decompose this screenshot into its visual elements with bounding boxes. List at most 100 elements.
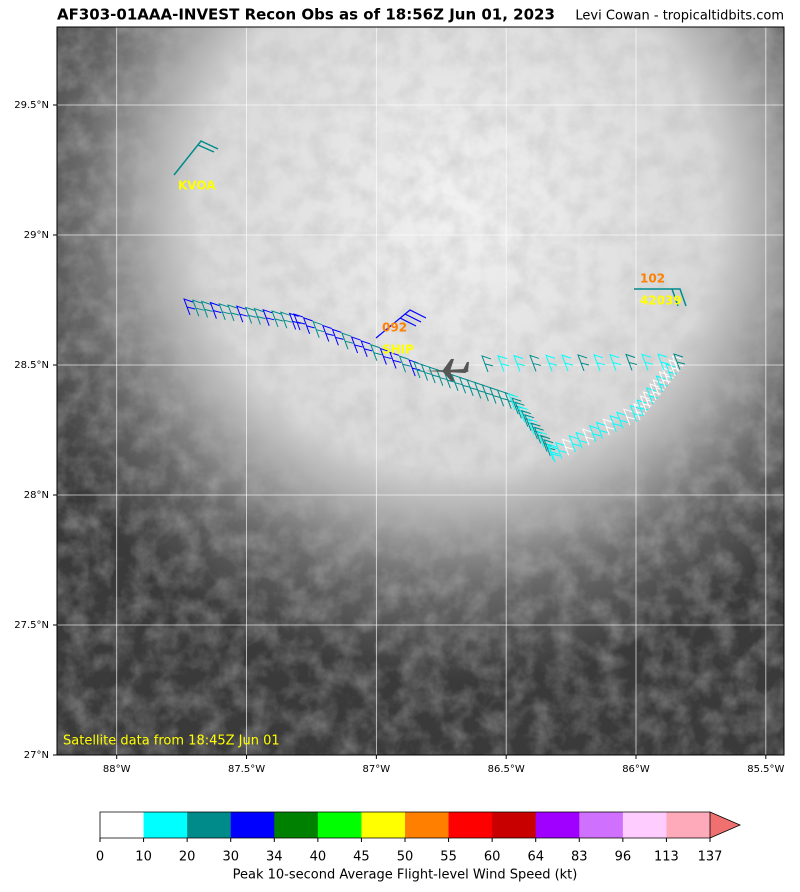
colorbar-segment [230, 812, 275, 838]
colorbar-tick-label: 137 [698, 850, 723, 865]
wind-barb [466, 379, 479, 397]
wind-barb [191, 299, 204, 317]
colorbar-tick-label: 30 [222, 850, 239, 865]
station-label: 42039 [640, 294, 682, 308]
wind-barb [529, 354, 542, 372]
wind-barb [200, 300, 213, 318]
wind-barb [293, 313, 306, 331]
wind-barb [173, 140, 219, 176]
wind-barb [497, 354, 510, 372]
x-tick-label: 87.5°W [228, 764, 265, 775]
wind-barb [398, 355, 411, 373]
wind-barb [582, 428, 595, 446]
wind-barb [641, 353, 654, 371]
x-tick-label: 88°W [103, 764, 131, 775]
wind-barb [655, 375, 668, 393]
wind-barb [671, 355, 684, 373]
wind-barb [279, 311, 292, 329]
colorbar-segment [622, 812, 667, 838]
wind-barb [673, 353, 686, 371]
wind-barb [428, 366, 441, 384]
wind-barb [375, 309, 427, 339]
title: AF303-01AAA-INVEST Recon Obs as of 18:56… [57, 6, 555, 24]
wind-barb [657, 353, 670, 371]
wind-barb [649, 383, 662, 401]
wind-barb [496, 389, 509, 407]
wind-barb [652, 379, 665, 397]
colorbar-tick-label: 83 [571, 850, 588, 865]
wind-barb [235, 305, 248, 323]
wind-barbs [173, 140, 687, 463]
colorbar-extension [709, 811, 742, 839]
wind-barb [218, 302, 231, 320]
wind-barb [622, 408, 635, 426]
wind-barb [595, 421, 608, 439]
colorbar-tick-label: 96 [615, 850, 632, 865]
station-label: 092 [382, 321, 407, 335]
wind-barb [577, 354, 590, 372]
wind-barb [209, 301, 222, 319]
y-tick-label: 27.5°N [14, 620, 49, 631]
x-tick-label: 85.5°W [747, 764, 784, 775]
wind-barb [636, 399, 649, 417]
colorbar-tick-label: 20 [179, 850, 196, 865]
wind-barb [369, 343, 382, 361]
y-tick-label: 27°N [24, 750, 49, 761]
y-tick-label: 29°N [24, 230, 49, 241]
colorbar-tick-label: 55 [440, 850, 457, 865]
colorbar-tick-label: 10 [135, 850, 152, 865]
wind-barb [609, 414, 622, 432]
wind-barb [262, 308, 275, 326]
wind-barb [633, 403, 646, 421]
wind-barb [331, 328, 344, 346]
colorbar-segment [187, 812, 232, 838]
colorbar-label: Peak 10-second Average Flight-level Wind… [233, 868, 578, 883]
wind-barb [561, 438, 574, 456]
wind-barb [271, 310, 284, 328]
wind-barb [639, 395, 652, 413]
aircraft-icon [425, 359, 469, 381]
wind-barb [312, 320, 325, 338]
y-tick-label: 28.5°N [14, 360, 49, 371]
wind-barb [244, 306, 257, 324]
station-label: SHIP [382, 343, 414, 357]
wind-barb [642, 391, 655, 409]
wind-barb [183, 298, 196, 316]
wind-barb [227, 304, 240, 322]
colorbar-segment [579, 812, 624, 838]
colorbar-tick-label: 40 [310, 850, 327, 865]
colorbar-tick-label: 50 [397, 850, 414, 865]
wind-barb [341, 332, 354, 350]
wind-barb [593, 353, 606, 371]
station-label: KVOA [178, 179, 216, 193]
colorbar-tick-label: 0 [96, 850, 104, 865]
colorbar-segment [448, 812, 493, 838]
wind-barb [513, 354, 526, 372]
credit: Levi Cowan - tropicaltidbits.com [575, 9, 784, 24]
wind-barb [588, 425, 601, 443]
colorbar-segment [143, 812, 188, 838]
wind-barb [616, 411, 629, 429]
wind-barb [561, 354, 574, 372]
wind-barb [625, 353, 638, 371]
wind-barb [302, 317, 315, 335]
cloud-texture [57, 27, 784, 755]
colorbar-segment [317, 812, 362, 838]
x-tick-label: 87°W [363, 764, 391, 775]
wind-barb [473, 381, 486, 399]
wind-barb [420, 363, 433, 381]
wind-barb [360, 340, 373, 358]
wind-barb [545, 354, 558, 372]
wind-barb [665, 363, 678, 381]
colorbar-tick-label: 113 [654, 850, 679, 865]
map-area [57, 27, 784, 755]
wind-barb [568, 435, 581, 453]
wind-barb [658, 371, 671, 389]
colorbar-segment [274, 812, 319, 838]
wind-barb [451, 373, 464, 391]
station-label: 102 [640, 272, 665, 286]
colorbar-segment [361, 812, 406, 838]
y-tick-label: 29.5°N [14, 100, 49, 111]
wind-barb [554, 441, 567, 459]
